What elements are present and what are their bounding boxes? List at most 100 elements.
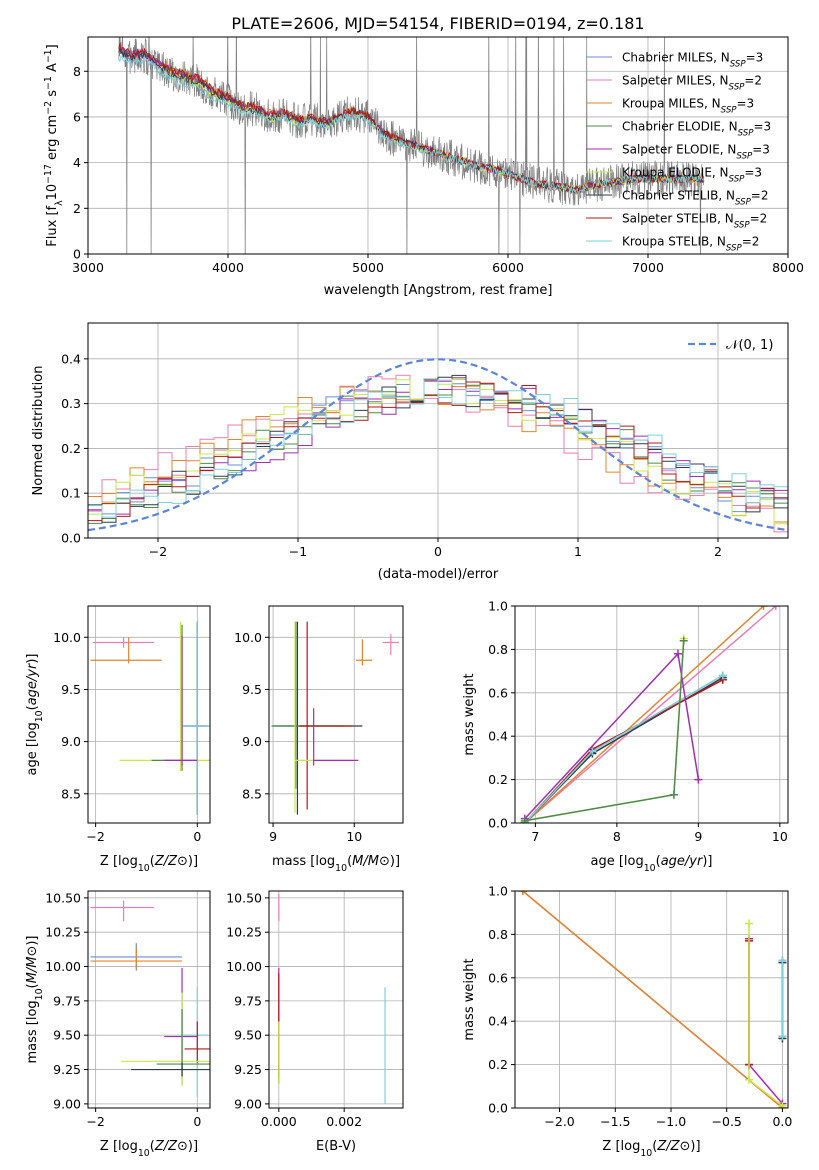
weight-marker — [673, 649, 682, 658]
weight-series-0 — [524, 606, 777, 823]
grid-age-vs-mass — [269, 606, 403, 823]
x-tick-label: 0.0 — [772, 1114, 792, 1129]
model-spectrum-4 — [118, 44, 704, 194]
y-tick-label: 1.0 — [488, 884, 508, 899]
errorbar-point-7 — [156, 1009, 210, 1071]
axes-frame — [268, 605, 404, 824]
y-tick-label: 9.0 — [61, 734, 81, 749]
y-tick-label: 10.0 — [234, 630, 262, 645]
axes-frame — [87, 36, 789, 255]
y-axis-label: Flux [fλ10−17 erg cm−2 s−1 A−1] — [43, 44, 65, 246]
y-tick-label: 0.0 — [61, 531, 81, 546]
x-axis-label: Z [log10(Z/Z⊙)] — [100, 1139, 198, 1159]
errorbar-point-4 — [182, 621, 210, 815]
legend-label-6: Chabrier STELIB, NSSP=2 — [622, 189, 769, 208]
y-tick-label: 0.8 — [488, 642, 508, 657]
errorbar-point-6 — [151, 624, 198, 771]
y-tick-label: 9.5 — [61, 682, 81, 697]
y-tick-label: 10.50 — [226, 890, 262, 905]
errorbar-point-6 — [313, 708, 359, 766]
y-tick-label: 10.25 — [226, 925, 262, 940]
weight-marker — [718, 671, 727, 680]
y-tick-label: 0.4 — [61, 351, 81, 366]
y-tick-label: 10.00 — [226, 959, 262, 974]
spectrum-legend: Chabrier MILES, NSSP=3 Salpeter MILES, NS… — [586, 51, 771, 254]
y-axis-label: mass [log10(M/M⊙)] — [25, 935, 45, 1063]
y-tick-label: 0 — [73, 247, 81, 262]
weight-series-4 — [748, 923, 783, 1107]
y-axis-label: Normed distribution — [31, 366, 46, 496]
normal-reference-curve — [88, 358, 786, 532]
y-tick-label: 1.0 — [488, 599, 508, 614]
y-tick-label: 9.00 — [53, 1096, 81, 1111]
grid-age-vs-Z — [88, 606, 210, 823]
x-tick-label: 6000 — [492, 260, 524, 275]
x-tick-label: 7 — [531, 829, 539, 844]
panel-residuals: −2 −1 0 1 2 0.0 0.1 0.2 0.3 0.4 𝒩(0, 1) (data-model… — [31, 322, 789, 582]
y-axis-label: mass weight — [462, 958, 477, 1040]
x-tick-label: −2 — [86, 829, 104, 844]
errorbar-point-0 — [93, 637, 155, 648]
y-tick-label: 10.25 — [45, 925, 81, 940]
y-tick-label: 8.5 — [61, 786, 81, 801]
errorbar-point-1 — [355, 639, 373, 666]
weight-marker — [520, 816, 529, 823]
weight-marker — [778, 1032, 787, 1041]
x-tick-label: 4000 — [212, 260, 244, 275]
x-tick-label: 7000 — [632, 260, 664, 275]
x-axis-label: (data-model)/error — [378, 567, 499, 582]
errorbar-point-1 — [90, 637, 162, 664]
errorbar-point-5 — [164, 967, 198, 1085]
x-tick-label: 10 — [346, 829, 362, 844]
y-tick-label: 6 — [73, 109, 81, 124]
x-tick-label: 8000 — [772, 260, 804, 275]
y-tick-label: 8 — [73, 64, 81, 79]
x-tick-label: 9 — [694, 829, 702, 844]
errorbar-point-4 — [299, 621, 352, 810]
y-tick-label: 9.00 — [234, 1096, 262, 1111]
panel-mass-vs-EBV: 0.000 0.002 9.00 9.25 9.50 9.75 10.00 10.25 10.5… — [226, 890, 404, 1154]
legend-label-0: Chabrier MILES, NSSP=3 — [622, 51, 763, 70]
x-tick-label: 9 — [269, 829, 277, 844]
y-tick-label: 0.0 — [488, 1101, 508, 1116]
plot-area-spectrum — [118, 37, 705, 254]
legend-label-1: Salpeter MILES, NSSP=2 — [622, 74, 762, 93]
x-tick-label: 5000 — [352, 260, 384, 275]
observed-spectrum — [118, 37, 705, 254]
y-tick-label: 0.2 — [488, 772, 508, 787]
errorbar-point-3 — [182, 621, 208, 815]
axes-frame — [268, 890, 404, 1109]
x-tick-label: 0 — [193, 829, 201, 844]
x-tick-label: −1.5 — [600, 1114, 630, 1129]
model-spectrum-0 — [118, 51, 704, 194]
y-tick-label: 9.50 — [53, 1028, 81, 1043]
weight-marker — [588, 747, 597, 756]
legend-label-3: Chabrier ELODIE, NSSP=3 — [622, 120, 771, 139]
plot-area-massweight-vs-age — [520, 606, 780, 823]
y-tick-label: 2 — [73, 201, 81, 216]
y-tick-label: 9.0 — [242, 734, 262, 749]
y-tick-label: 9.50 — [234, 1028, 262, 1043]
x-tick-label: −2 — [149, 544, 167, 559]
y-tick-label: 0.8 — [488, 927, 508, 942]
x-tick-label: 1 — [574, 544, 582, 559]
y-tick-label: 9.75 — [234, 993, 262, 1008]
plot-area-mass-vs-EBV — [278, 893, 386, 1104]
plot-area-mass-vs-Z — [90, 900, 210, 1098]
x-tick-label: 8 — [613, 829, 621, 844]
y-tick-label: 0.1 — [61, 486, 81, 501]
plot-area-age-vs-Z — [90, 621, 210, 815]
weight-marker — [771, 606, 780, 610]
x-tick-label: −1 — [289, 544, 307, 559]
plot-area-age-vs-mass — [271, 621, 399, 815]
model-spectrum-7 — [118, 43, 704, 194]
x-tick-label: 0.000 — [261, 1114, 297, 1129]
errorbar-point-0 — [382, 634, 399, 656]
errorbar-point-3 — [182, 987, 208, 1098]
errorbar-point-4 — [184, 1021, 210, 1063]
x-tick-label: 0.002 — [326, 1114, 362, 1129]
legend-label-5: Kroupa ELODIE, NSSP=3 — [622, 166, 762, 185]
x-tick-label: 0 — [434, 544, 442, 559]
grid-mass-vs-Z — [88, 891, 210, 1108]
y-axis-label: mass weight — [462, 673, 477, 755]
